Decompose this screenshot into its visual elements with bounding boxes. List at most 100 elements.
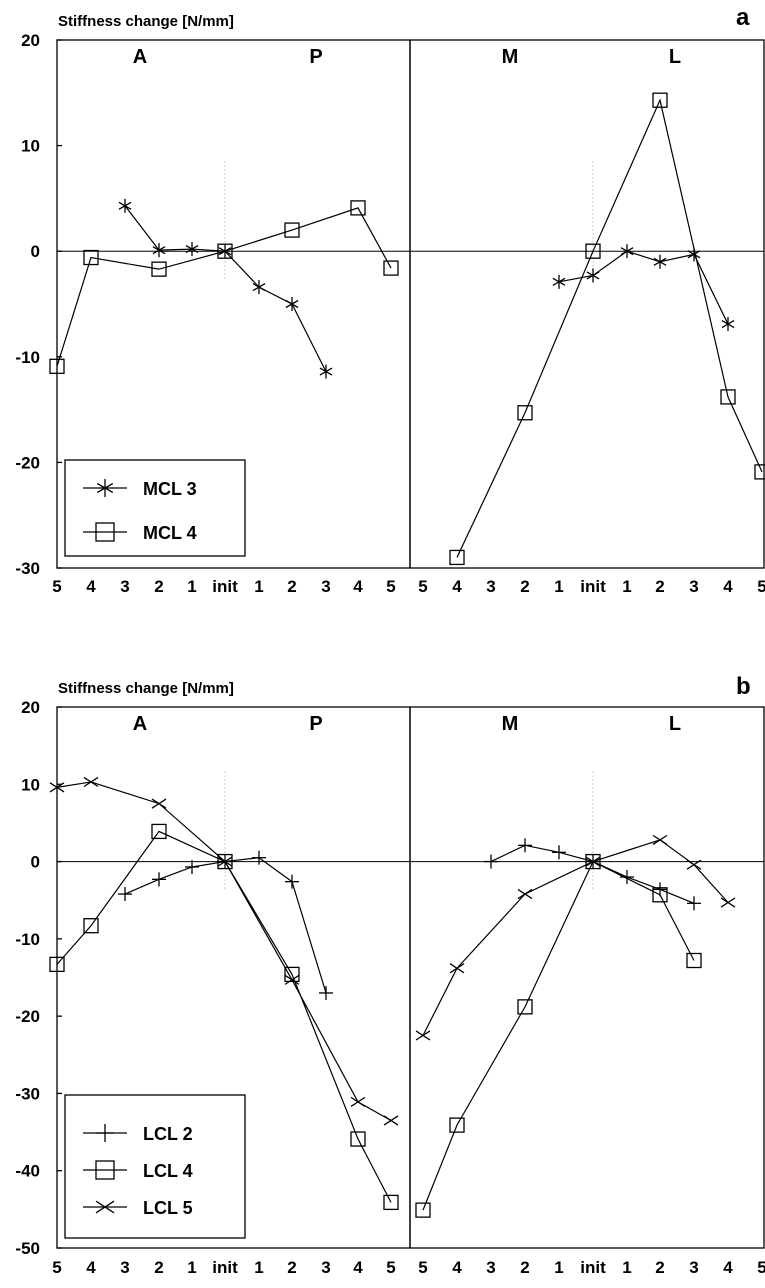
series-line [124, 205, 327, 372]
y-tick-label: -20 [15, 1007, 40, 1026]
y-tick-label: 10 [21, 137, 40, 156]
marker-square [754, 464, 765, 480]
marker-square [83, 249, 99, 266]
legend-label: MCL 4 [143, 523, 197, 543]
legend: LCL 2 LCL 4 LCL 5 [64, 1094, 246, 1239]
x-tick-label: 5 [386, 1258, 395, 1277]
x-tick-label: 2 [154, 1258, 163, 1277]
marker-square [284, 966, 300, 983]
x-tick-label: 5 [418, 1258, 427, 1277]
marker-x [449, 963, 465, 974]
marker-asterisk [118, 201, 132, 210]
y-tick-label: -50 [15, 1239, 40, 1258]
y-tick-label: 0 [31, 853, 40, 872]
marker-square [350, 200, 366, 216]
y-tick-label: -20 [15, 453, 40, 472]
marker-asterisk [586, 271, 600, 280]
x-tick-label: 1 [554, 577, 563, 596]
series-line [422, 860, 695, 1211]
series-line [56, 781, 392, 1122]
marker-x [350, 1096, 366, 1108]
y-tick-label: 20 [21, 698, 40, 717]
marker-x [383, 1115, 399, 1126]
legend-label: LCL 4 [143, 1161, 193, 1181]
x-tick-label: 3 [689, 1258, 698, 1277]
marker-asterisk [96, 482, 114, 494]
x-tick-label: 1 [554, 1258, 563, 1277]
marker-x [585, 856, 601, 867]
region-label: L [669, 46, 681, 68]
x-tick-label: 5 [52, 1258, 61, 1277]
x-tick-label: 2 [154, 577, 163, 596]
marker-square [350, 1131, 366, 1147]
marker-square [415, 1202, 431, 1218]
legend: MCL 3 MCL 4 [64, 459, 246, 557]
marker-square [383, 1194, 399, 1211]
series-line [124, 857, 327, 994]
x-tick-label: 3 [120, 577, 129, 596]
y-tick-label: -10 [15, 930, 40, 949]
series-line [456, 98, 763, 558]
marker-x [83, 776, 99, 788]
marker-square [720, 389, 736, 405]
marker-asterisk [252, 283, 266, 292]
marker-square [449, 549, 465, 566]
marker-x [517, 888, 533, 900]
marker-asterisk [653, 257, 667, 266]
marker-x [151, 798, 167, 809]
y-tick-label: -30 [15, 1084, 40, 1103]
x-tick-label: 1 [622, 1258, 631, 1277]
marker-square [652, 92, 668, 108]
x-tick-label: 5 [52, 577, 61, 596]
region-label: P [309, 46, 322, 68]
x-tick-label: 4 [86, 1258, 96, 1277]
series-lcl-5 [49, 776, 736, 1126]
x-tick-label: 3 [486, 1258, 495, 1277]
series-line [56, 207, 392, 367]
x-tick-label: init [580, 577, 606, 596]
y-axis-label: Stiffness change [N/mm] [58, 13, 234, 30]
marker-square [49, 358, 65, 374]
x-tick-label: 5 [418, 577, 427, 596]
marker-square [585, 243, 601, 259]
x-tick-label: 2 [520, 577, 529, 596]
marker-x [217, 856, 233, 867]
y-tick-label: 20 [21, 31, 40, 50]
x-tick-label: 3 [120, 1258, 129, 1277]
x-tick-label: 2 [287, 1258, 296, 1277]
marker-square [151, 823, 167, 840]
panel-letter: a [736, 4, 750, 31]
x-tick-label: init [580, 1258, 606, 1277]
marker-asterisk [721, 320, 735, 329]
legend-box [64, 459, 246, 557]
region-label: A [133, 46, 147, 68]
marker-square [151, 261, 167, 277]
x-tick-label: 4 [452, 1258, 462, 1277]
series-mcl-4 [49, 92, 765, 566]
marker-asterisk [552, 277, 566, 286]
x-tick-label: 3 [321, 1258, 330, 1277]
marker-square [217, 243, 233, 259]
marker-square [652, 887, 668, 903]
marker-square [686, 952, 702, 969]
y-tick-label: 10 [21, 775, 40, 794]
x-tick-label: 2 [520, 1258, 529, 1277]
marker-asterisk [620, 247, 634, 256]
marker-square [217, 853, 233, 870]
x-tick-label: 3 [486, 577, 495, 596]
x-tick-label: 4 [353, 1258, 363, 1277]
x-tick-label: 4 [723, 577, 733, 596]
x-tick-label: 2 [287, 577, 296, 596]
x-tick-label: 5 [757, 1258, 765, 1277]
x-tick-label: init [212, 1258, 238, 1277]
x-tick-label: 2 [655, 1258, 664, 1277]
marker-square [449, 1117, 465, 1133]
y-axis-label: Stiffness change [N/mm] [58, 680, 234, 697]
marker-square [95, 522, 115, 542]
marker-square [95, 1160, 115, 1180]
region-label: L [669, 713, 681, 735]
x-tick-label: 2 [655, 577, 664, 596]
marker-asterisk [319, 367, 333, 376]
